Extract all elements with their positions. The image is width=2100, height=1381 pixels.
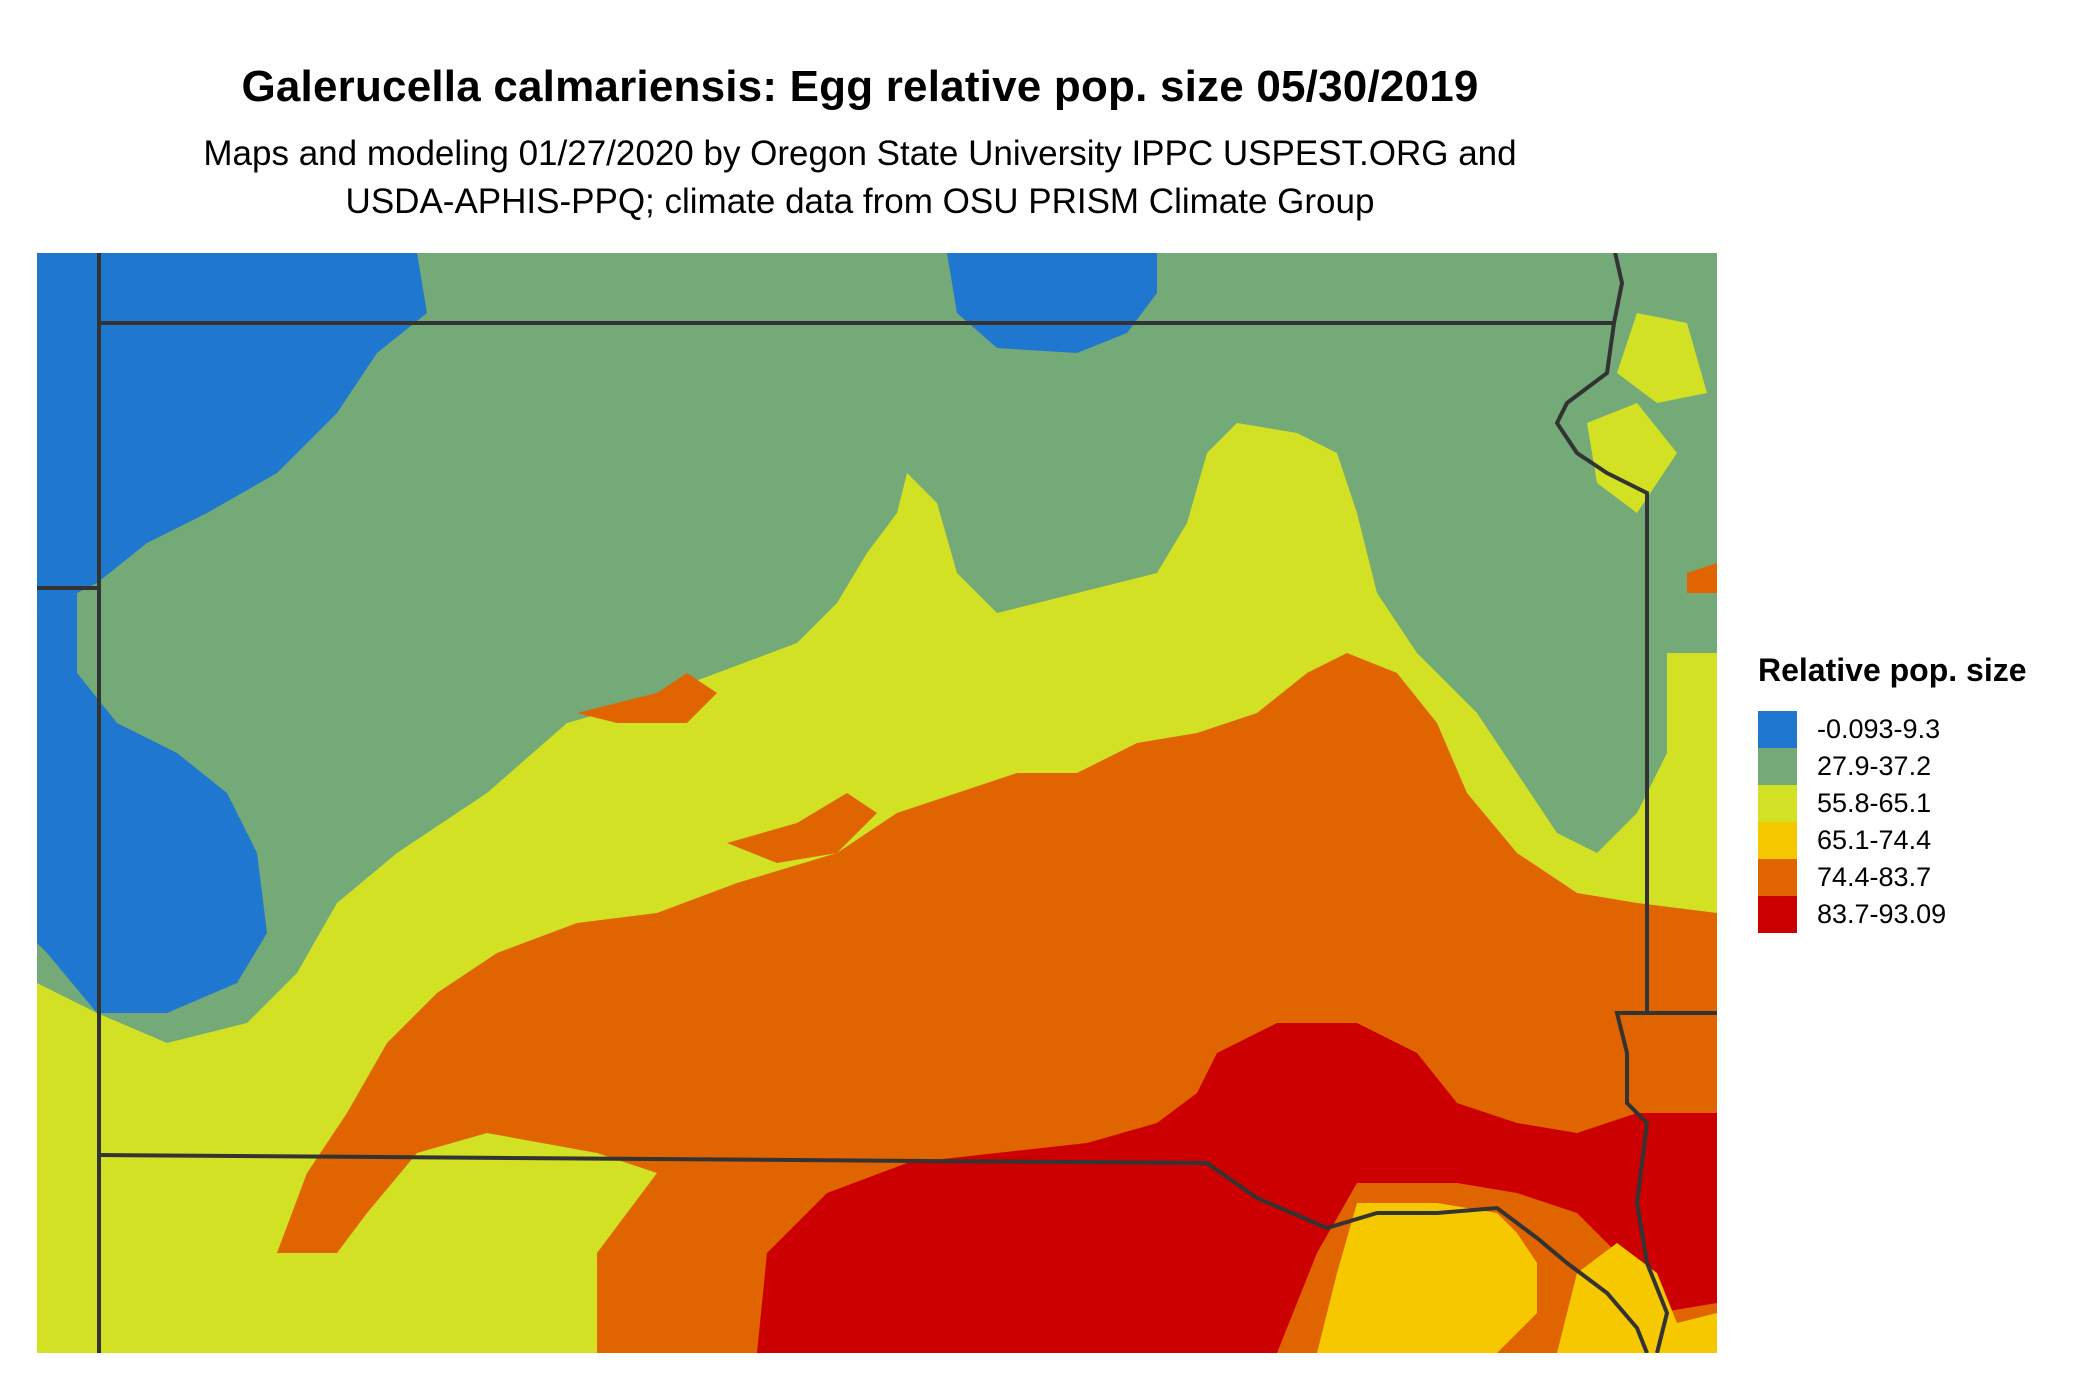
zone-yellowgreen-east [1587,403,1677,513]
state-borders [37,253,1717,1353]
legend-item: 27.9-37.2 [1758,748,2027,785]
legend-item: 55.8-65.1 [1758,785,2027,822]
legend-swatch [1758,859,1797,896]
legend-label: -0.093-9.3 [1817,714,1941,744]
zone-gold-southeast [1557,1243,1717,1353]
legend-swatch [1758,822,1797,859]
subtitle-line-1: Maps and modeling 01/27/2020 by Oregon S… [203,134,1517,173]
legend-item: 65.1-74.4 [1758,822,2027,859]
legend-label: 74.4-83.7 [1817,862,1932,892]
legend-items: -0.093-9.3 27.9-37.2 55.8-65.1 65.1-74.4… [1758,711,2027,933]
legend-label: 65.1-74.4 [1817,825,1932,855]
zone-orange-patch-3 [1687,563,1717,593]
border-south [98,1153,1649,1353]
legend-swatch [1758,711,1797,748]
legend-swatch [1758,785,1797,822]
legend: Relative pop. size -0.093-9.3 27.9-37.2 … [1758,652,2027,933]
zone-red [757,1023,1717,1353]
zone-yellowgreen-northeast [1617,313,1707,403]
border-east-river [1554,253,1670,1353]
legend-title: Relative pop. size [1758,652,2027,688]
population-map [37,253,1717,1353]
legend-swatch [1758,896,1797,933]
zone-blue-west [37,593,267,1013]
zone-orange-north-patch [577,673,717,723]
legend-item: -0.093-9.3 [1758,711,2027,748]
zone-orange-patch-2 [727,793,877,863]
map-subtitle: Maps and modeling 01/27/2020 by Oregon S… [0,130,1720,226]
legend-label: 55.8-65.1 [1817,788,1932,818]
legend-item: 83.7-93.09 [1758,896,2027,933]
zone-gold [1317,1203,1537,1353]
map-title: Galerucella calmariensis: Egg relative p… [241,62,1479,111]
legend-item: 74.4-83.7 [1758,859,2027,896]
zone-blue-north [947,253,1157,353]
subtitle-line-2: USDA-APHIS-PPQ; climate data from OSU PR… [345,182,1375,221]
legend-label: 27.9-37.2 [1817,751,1932,781]
zone-blue-northwest [37,253,427,613]
legend-label: 83.7-93.09 [1817,899,1947,929]
legend-swatch [1758,748,1797,785]
